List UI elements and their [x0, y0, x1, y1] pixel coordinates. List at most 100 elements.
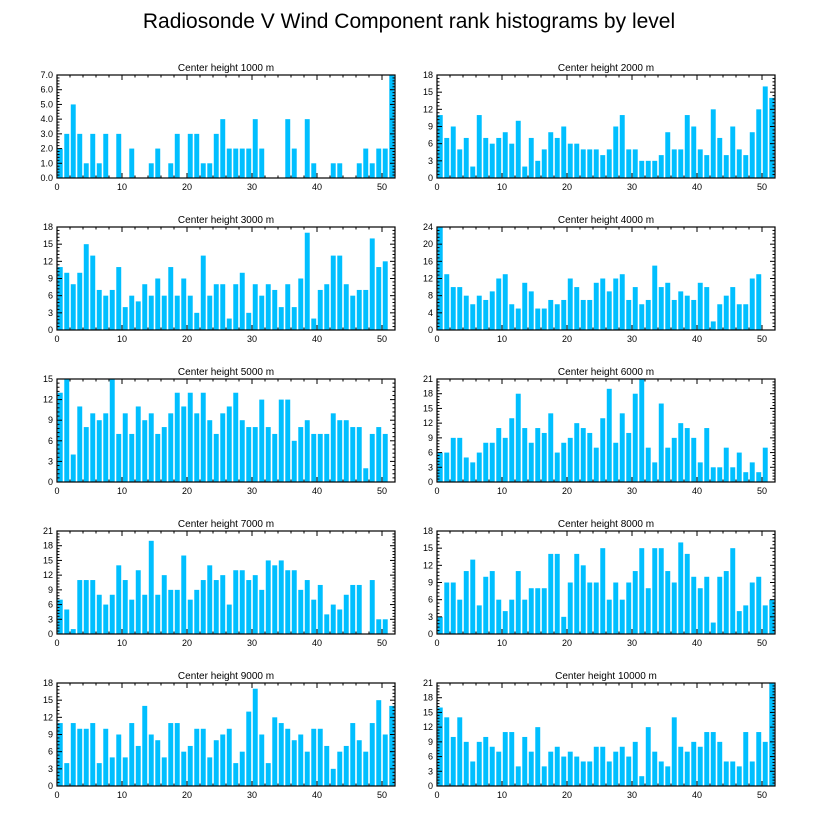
y-tick-label: 3: [428, 156, 433, 166]
y-tick-label: 24: [423, 222, 433, 232]
x-tick-label: 0: [434, 638, 439, 648]
x-tick-label: 0: [54, 334, 59, 344]
x-tick-label: 40: [312, 486, 322, 496]
histogram-bar: [285, 399, 291, 482]
histogram-bar: [324, 614, 330, 634]
x-tick-label: 40: [692, 790, 702, 800]
x-tick-label: 10: [117, 486, 127, 496]
x-tick-label: 40: [312, 790, 322, 800]
histogram-bar: [502, 437, 508, 482]
y-tick-label: 6.0: [40, 85, 53, 95]
histogram-bar: [645, 447, 651, 482]
histogram-bar: [356, 584, 362, 634]
histogram-bar: [77, 133, 83, 178]
histogram-bar: [671, 299, 677, 330]
histogram-bar: [665, 571, 671, 634]
histogram-bar: [522, 736, 528, 786]
histogram-bar: [710, 622, 716, 634]
histogram-bar: [265, 284, 271, 330]
x-tick-label: 30: [247, 790, 257, 800]
histogram-bar: [528, 442, 534, 482]
histogram-bar: [239, 420, 245, 482]
histogram-bar: [213, 740, 219, 786]
histogram-bar: [548, 751, 554, 786]
histogram-bar: [317, 433, 323, 482]
histogram-bar: [626, 756, 632, 786]
histogram-bar: [665, 447, 671, 482]
histogram-bar: [450, 437, 456, 482]
y-tick-label: 15: [423, 707, 433, 717]
histogram-bar: [476, 295, 482, 330]
histogram-bar: [704, 287, 710, 330]
histogram-bar: [181, 278, 187, 330]
histogram-bar: [116, 267, 122, 330]
histogram-bar: [174, 295, 180, 330]
histogram-bar: [298, 734, 304, 786]
histogram-bar: [96, 763, 102, 786]
histogram-bar: [613, 278, 619, 330]
histogram-bar: [350, 584, 356, 634]
histogram-bar: [528, 291, 534, 331]
histogram-bar: [213, 580, 219, 634]
x-tick-label: 10: [117, 334, 127, 344]
histogram-bar: [57, 723, 63, 786]
histogram-bar: [561, 442, 567, 482]
histogram-bar: [476, 741, 482, 786]
histogram-bar: [756, 732, 762, 786]
histogram-bar: [278, 560, 284, 634]
histogram-bar: [593, 447, 599, 482]
histogram-bar: [522, 282, 528, 330]
histogram-bar: [658, 155, 664, 178]
histogram-bar: [600, 548, 606, 634]
histogram-bar: [457, 717, 463, 786]
histogram-bar: [239, 148, 245, 178]
histogram-bar: [252, 575, 258, 634]
panel-title: Center height 8000 m: [558, 519, 654, 530]
y-tick-label: 12: [423, 722, 433, 732]
y-tick-label: 0.0: [40, 173, 53, 183]
histogram-bar: [665, 132, 671, 178]
histogram-bar: [743, 605, 749, 634]
y-tick-label: 0: [428, 781, 433, 791]
histogram-bar: [246, 148, 252, 178]
histogram-bar: [135, 301, 141, 330]
histogram-bar: [717, 137, 723, 178]
histogram-bar: [272, 289, 278, 330]
histogram-bar: [142, 420, 148, 482]
histogram-bar: [749, 278, 755, 330]
histogram-bar: [756, 274, 762, 330]
y-tick-label: 6: [48, 436, 53, 446]
x-tick-label: 50: [757, 486, 767, 496]
histogram-bar: [749, 761, 755, 786]
histogram-bar: [587, 149, 593, 178]
histogram-bar: [684, 553, 690, 634]
x-tick-label: 10: [497, 334, 507, 344]
histogram-bar: [200, 255, 206, 330]
y-tick-label: 12: [43, 570, 53, 580]
histogram-bar: [382, 261, 388, 330]
histogram-bar: [535, 160, 541, 178]
histogram-bar: [155, 278, 161, 330]
y-tick-label: 18: [423, 389, 433, 399]
histogram-bar: [135, 406, 141, 482]
x-tick-label: 50: [377, 334, 387, 344]
histogram-bar: [444, 717, 450, 786]
histogram-bar: [304, 232, 310, 330]
histogram-bar: [502, 611, 508, 634]
histogram-bar: [168, 267, 174, 330]
y-tick-label: 18: [423, 70, 433, 80]
histogram-bar: [252, 284, 258, 330]
panel-title: Center height 7000 m: [178, 519, 274, 530]
y-tick-label: 15: [43, 695, 53, 705]
histogram-bar: [645, 727, 651, 786]
x-tick-label: 50: [377, 486, 387, 496]
x-tick-label: 50: [757, 182, 767, 192]
y-tick-label: 18: [423, 693, 433, 703]
histogram-bar: [457, 287, 463, 330]
y-tick-label: 12: [423, 274, 433, 284]
y-tick-label: 18: [423, 526, 433, 536]
x-tick-label: 10: [497, 638, 507, 648]
histogram-bar: [77, 406, 83, 482]
y-tick-label: 12: [423, 104, 433, 114]
x-tick-label: 30: [247, 638, 257, 648]
